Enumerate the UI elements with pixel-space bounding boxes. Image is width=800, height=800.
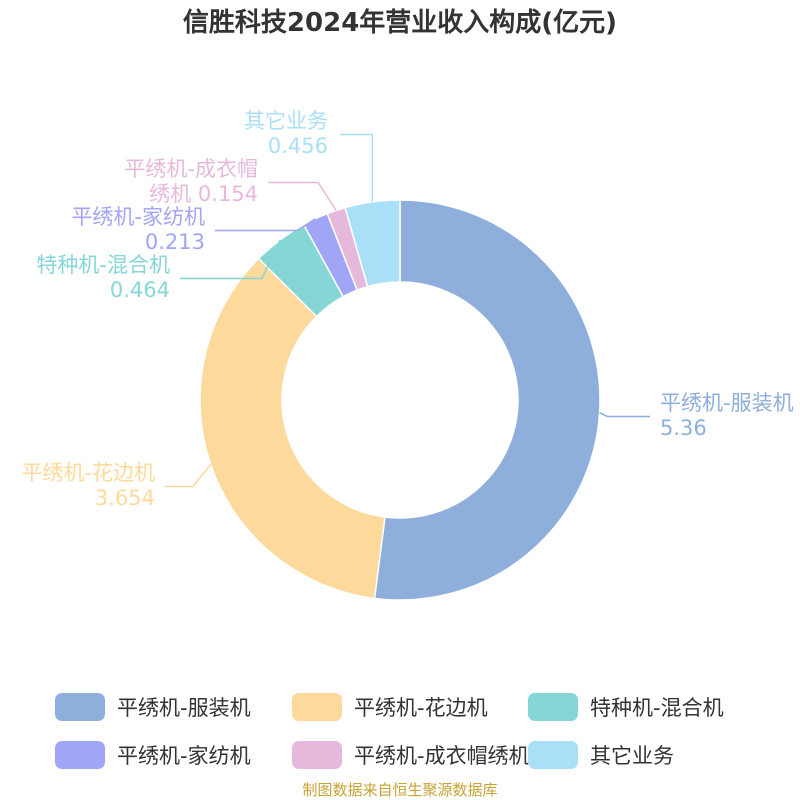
slice-1-label: 平绣机-服装机 [660, 391, 794, 415]
slice-4-value-label: 0.213 [145, 230, 205, 254]
slice-5-legend-swatch [292, 741, 342, 769]
slice-2-legend-label: 平绣机-花边机 [354, 696, 488, 720]
slice-4-legend-label: 平绣机-家纺机 [117, 744, 251, 768]
slice-1-legend-swatch [55, 693, 105, 721]
chart-title: 信胜科技2024年营业收入构成(亿元) [183, 7, 617, 38]
slice-2-value-label: 3.654 [95, 486, 155, 510]
slice-6-legend-label: 其它业务 [590, 744, 674, 768]
slice-3-legend-swatch [528, 693, 578, 721]
donut-slices [199, 199, 601, 601]
source-note: 制图数据来自恒生聚源数据库 [302, 781, 497, 799]
slice-2-leader [165, 464, 212, 488]
slice-1-wedge [373, 199, 601, 601]
slice-3-value-label: 0.464 [110, 278, 170, 302]
slice-1-leader [599, 412, 650, 418]
slice-3-legend-label: 特种机-混合机 [590, 696, 724, 720]
slice-6-value-label: 0.456 [268, 134, 328, 158]
slice-4-legend-swatch [55, 741, 105, 769]
slice-2-legend-swatch [292, 693, 342, 721]
slice-1-legend-label: 平绣机-服装机 [117, 696, 251, 720]
slice-5-value-label: 绣机 0.154 [149, 182, 258, 206]
slice-2-wedge [199, 257, 386, 600]
slice-4-label: 平绣机-家纺机 [71, 205, 205, 229]
slice-6-wedge [344, 199, 401, 288]
slice-5-label: 平绣机-成衣帽 [124, 157, 258, 181]
slice-2-label: 平绣机-花边机 [21, 461, 155, 485]
slice-6-legend-swatch [528, 741, 578, 769]
slice-3-label: 特种机-混合机 [36, 253, 170, 277]
slice-3-leader [180, 239, 281, 280]
slice-6-label: 其它业务 [244, 109, 328, 133]
slice-4-leader [215, 218, 316, 232]
slice-6-leader [340, 133, 374, 202]
slice-5-leader [268, 181, 337, 211]
slice-5-legend-label: 平绣机-成衣帽绣机 [354, 744, 530, 768]
slice-1-value-label: 5.36 [660, 416, 707, 440]
